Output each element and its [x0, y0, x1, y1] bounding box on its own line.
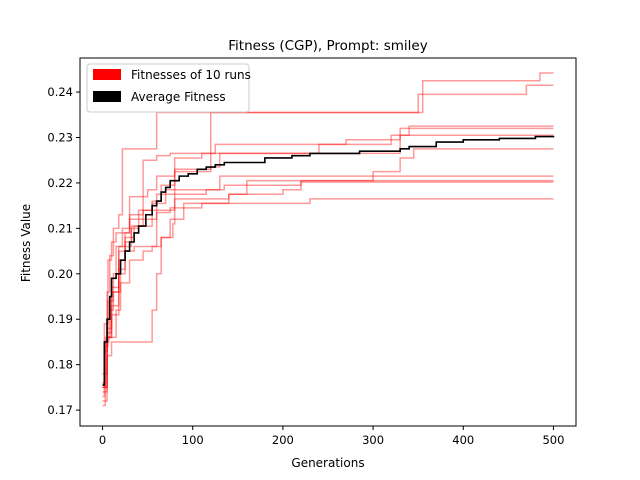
legend-swatch-runs [93, 69, 121, 80]
y-tick-label: 0.20 [47, 267, 73, 281]
legend-box [86, 63, 250, 113]
run-fitness-line-6 [102, 179, 554, 375]
y-tick-label: 0.18 [47, 358, 73, 372]
run-fitness-line-9 [102, 134, 554, 402]
y-axis-label: Fitness Value [19, 204, 33, 282]
x-tick-label: 400 [452, 433, 474, 447]
run-fitness-line-8 [102, 198, 554, 389]
y-tick-label: 0.23 [47, 131, 73, 145]
run-fitness-line-5 [102, 148, 554, 393]
x-axis-label: Generations [291, 456, 364, 470]
run-fitness-line-4 [102, 125, 554, 384]
x-tick-label: 300 [362, 433, 384, 447]
run-fitness-line-2 [102, 72, 554, 407]
run-fitness-line-7 [102, 181, 554, 389]
axis-ticks: 0 100 200 300 400 500 0.17 0.18 0.19 0.20 0.21 0.22… [47, 85, 564, 447]
legend-swatch-average [93, 91, 121, 102]
x-tick-label: 100 [182, 433, 204, 447]
y-tick-label: 0.21 [47, 221, 73, 235]
x-tick-label: 500 [542, 433, 564, 447]
legend-label-average: Average Fitness [131, 90, 226, 104]
average-fitness-line [102, 135, 555, 386]
legend: Fitnesses of 10 runs Average Fitness [86, 63, 251, 113]
plot-frame [79, 57, 577, 427]
y-tick-label: 0.19 [47, 312, 73, 326]
y-tick-label: 0.17 [47, 403, 73, 417]
legend-label-runs: Fitnesses of 10 runs [131, 68, 251, 82]
y-tick-label: 0.24 [47, 85, 73, 99]
chart-title: Fitness (CGP), Prompt: smiley [228, 38, 427, 54]
y-tick-label: 0.22 [47, 176, 73, 190]
x-tick-label: 0 [99, 433, 106, 447]
x-tick-label: 200 [272, 433, 294, 447]
plot-series [102, 72, 555, 407]
run-fitness-line-3 [102, 127, 554, 389]
